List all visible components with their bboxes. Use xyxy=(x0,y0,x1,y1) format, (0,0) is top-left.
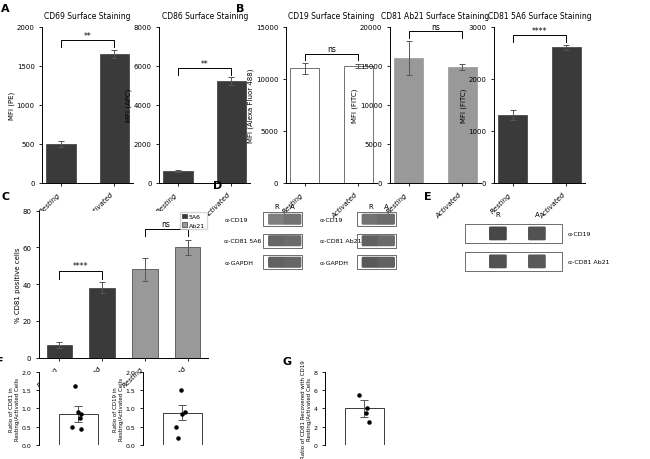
Bar xyxy=(216,82,246,184)
Text: A: A xyxy=(1,4,10,14)
FancyBboxPatch shape xyxy=(268,257,286,268)
Bar xyxy=(498,116,528,184)
Text: α-CD19: α-CD19 xyxy=(568,231,592,236)
Text: R: R xyxy=(368,204,373,210)
FancyBboxPatch shape xyxy=(489,255,507,269)
FancyBboxPatch shape xyxy=(528,255,546,269)
Text: D: D xyxy=(213,181,222,191)
FancyBboxPatch shape xyxy=(361,257,380,268)
Point xyxy=(362,405,372,412)
Point xyxy=(354,391,365,398)
Text: R: R xyxy=(495,212,500,218)
Text: B: B xyxy=(236,4,244,14)
Text: A: A xyxy=(290,204,295,210)
Bar xyxy=(58,414,98,445)
FancyBboxPatch shape xyxy=(377,235,395,247)
Bar xyxy=(290,69,320,184)
Text: α-CD19: α-CD19 xyxy=(224,217,248,222)
FancyBboxPatch shape xyxy=(268,214,286,225)
Bar xyxy=(175,248,200,358)
Point xyxy=(361,409,371,417)
Bar xyxy=(99,55,129,184)
Text: ns: ns xyxy=(327,45,336,54)
FancyBboxPatch shape xyxy=(283,257,302,268)
Title: CD81 5A6 Surface Staining: CD81 5A6 Surface Staining xyxy=(488,12,592,21)
Bar xyxy=(357,256,396,270)
Text: C: C xyxy=(2,191,10,202)
Text: α-GAPDH: α-GAPDH xyxy=(224,260,254,265)
Bar xyxy=(46,145,76,184)
Y-axis label: Ratio of CD81 in
Resting/Activated Cells: Ratio of CD81 in Resting/Activated Cells xyxy=(9,377,20,440)
Bar xyxy=(89,288,115,358)
Text: ns: ns xyxy=(162,219,170,229)
Point xyxy=(364,419,374,426)
Text: A: A xyxy=(384,204,389,210)
Point xyxy=(76,425,86,432)
Point xyxy=(75,414,85,421)
Y-axis label: MFI (APC): MFI (APC) xyxy=(125,89,132,122)
Y-axis label: MFI (FITC): MFI (FITC) xyxy=(352,89,358,123)
Text: **: ** xyxy=(201,60,209,68)
Bar xyxy=(47,345,72,358)
FancyBboxPatch shape xyxy=(361,235,380,247)
Text: α-CD81 5A6: α-CD81 5A6 xyxy=(224,239,261,244)
Title: CD19 Surface Staining: CD19 Surface Staining xyxy=(289,12,374,21)
FancyBboxPatch shape xyxy=(283,235,302,247)
FancyBboxPatch shape xyxy=(489,227,507,241)
FancyBboxPatch shape xyxy=(361,214,380,225)
Y-axis label: MFI (Alexa Fluor 488): MFI (Alexa Fluor 488) xyxy=(248,68,254,143)
Point xyxy=(76,410,86,418)
Point xyxy=(67,423,77,431)
Y-axis label: MFI (FITC): MFI (FITC) xyxy=(460,89,467,123)
Y-axis label: % CD81 positive cells: % CD81 positive cells xyxy=(15,247,21,322)
Point xyxy=(70,383,80,390)
Bar xyxy=(263,213,302,227)
Bar xyxy=(263,234,302,248)
FancyBboxPatch shape xyxy=(377,214,395,225)
Text: ns: ns xyxy=(431,23,440,32)
Title: CD69 Surface Staining: CD69 Surface Staining xyxy=(44,12,131,21)
Text: ****: **** xyxy=(532,27,547,36)
Bar xyxy=(344,409,383,445)
Text: A: A xyxy=(534,212,540,218)
Bar xyxy=(551,48,581,184)
Text: ****: **** xyxy=(73,262,88,271)
Legend: 5A6, Ab21: 5A6, Ab21 xyxy=(180,213,207,230)
Y-axis label: Ratio of CD81 Recovered with CD19
Resting/Activated Cells: Ratio of CD81 Recovered with CD19 Restin… xyxy=(301,359,312,458)
Bar xyxy=(357,213,396,227)
Point xyxy=(173,434,183,442)
Text: F: F xyxy=(0,357,4,366)
Text: E: E xyxy=(424,191,432,202)
Y-axis label: Ratio of CD19 in
Resting/Activated Cells: Ratio of CD19 in Resting/Activated Cells xyxy=(113,377,124,440)
FancyBboxPatch shape xyxy=(528,227,546,241)
Bar xyxy=(357,234,396,248)
Title: CD81 Ab21 Surface Staining: CD81 Ab21 Surface Staining xyxy=(382,12,489,21)
Bar xyxy=(162,413,202,445)
Text: α-CD81 Ab21: α-CD81 Ab21 xyxy=(568,259,610,264)
Text: G: G xyxy=(282,357,291,366)
Text: α-CD19: α-CD19 xyxy=(320,217,343,222)
Text: α-GAPDH: α-GAPDH xyxy=(320,260,349,265)
Point xyxy=(171,423,181,431)
Title: CD86 Surface Staining: CD86 Surface Staining xyxy=(162,12,248,21)
Bar xyxy=(263,256,302,270)
Point xyxy=(73,409,83,416)
Bar xyxy=(343,67,373,184)
Bar xyxy=(163,172,193,184)
Bar xyxy=(465,252,562,271)
Text: R: R xyxy=(274,204,280,210)
Y-axis label: MFI (PE): MFI (PE) xyxy=(8,91,15,120)
Point xyxy=(176,386,186,394)
Bar xyxy=(132,270,158,358)
Bar xyxy=(465,224,562,243)
Text: **: ** xyxy=(84,32,92,41)
Point xyxy=(179,409,190,416)
Bar xyxy=(394,59,424,184)
FancyBboxPatch shape xyxy=(268,235,286,247)
FancyBboxPatch shape xyxy=(377,257,395,268)
Point xyxy=(176,410,187,418)
Bar xyxy=(447,68,477,184)
FancyBboxPatch shape xyxy=(283,214,302,225)
Text: α-CD81 Ab21: α-CD81 Ab21 xyxy=(320,239,361,244)
